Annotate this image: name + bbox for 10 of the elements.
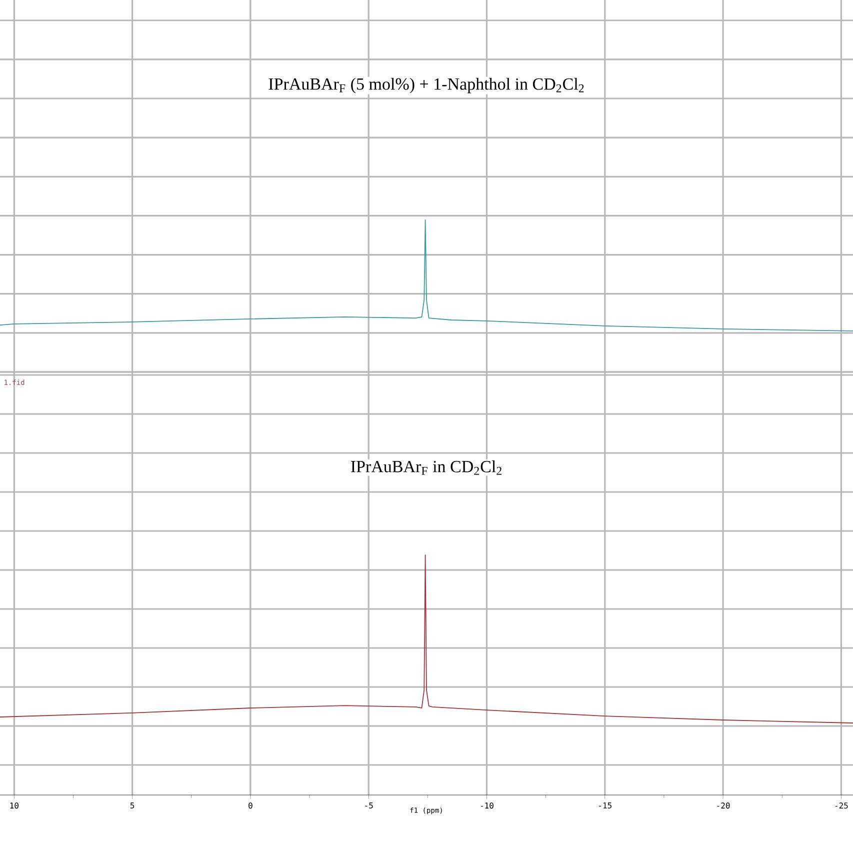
x-tick-label: -5 (365, 802, 373, 808)
x-tick-label: -15 (599, 802, 612, 808)
x-tick-label: 5 (130, 802, 134, 808)
x-tick-label: -25 (835, 802, 848, 809)
chart-title: IPrAuBAr$_{F}$ (5 mol%) + 1-Naphthol in CD$_{2}$Cl$_{2}$ (268, 78, 584, 94)
chart-title: IPrAuBAr$_{F}$ in CD$_{2}$Cl$_{2}$ (350, 460, 502, 475)
x-tick-label: 0 (248, 802, 252, 809)
x-tick-label: -10 (480, 802, 494, 809)
x-tick-label: -20 (717, 802, 730, 809)
x-tick-label: 10 (10, 802, 18, 809)
